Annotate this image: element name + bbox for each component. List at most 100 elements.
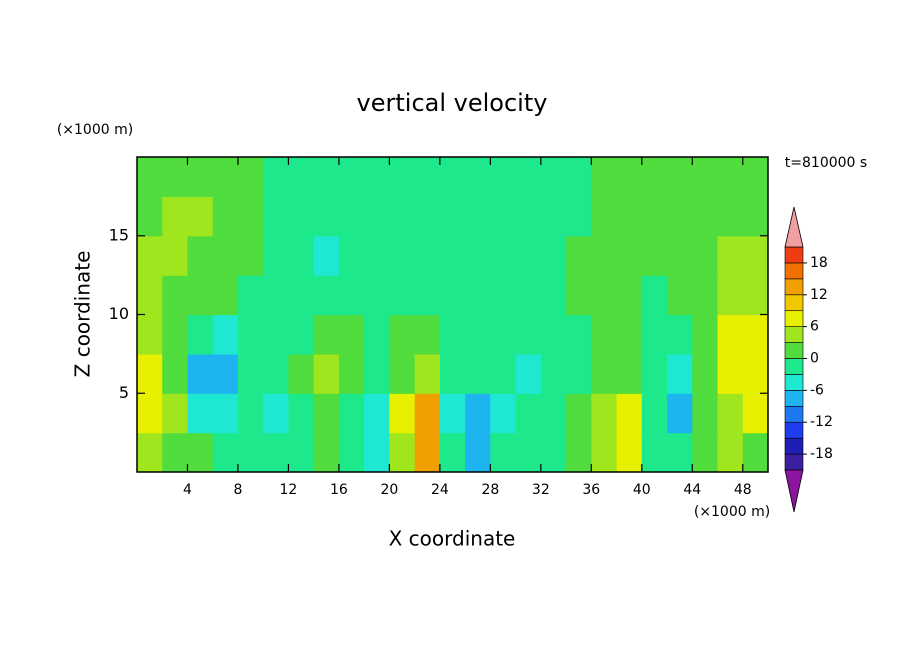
contour-cell bbox=[237, 393, 264, 434]
contour-cell bbox=[717, 235, 744, 276]
contour-cell bbox=[566, 432, 592, 472]
contour-cell bbox=[641, 393, 668, 434]
contour-cell bbox=[641, 275, 668, 316]
contour-cell bbox=[490, 196, 517, 237]
contour-cell bbox=[465, 196, 491, 237]
y-tick-label: 5 bbox=[119, 383, 129, 402]
x-tick-label: 20 bbox=[380, 482, 398, 498]
contour-cell bbox=[591, 393, 618, 434]
contour-cell bbox=[667, 393, 693, 434]
contour-cell bbox=[364, 353, 390, 394]
contour-cell bbox=[364, 314, 390, 355]
contour-cell bbox=[742, 314, 768, 355]
colorbar-tick-label: -12 bbox=[810, 414, 833, 430]
contour-cell bbox=[237, 432, 264, 472]
x-tick-label: 16 bbox=[330, 482, 348, 498]
contour-cell bbox=[212, 314, 239, 355]
contour-cell bbox=[540, 157, 567, 197]
contour-cell bbox=[667, 275, 693, 316]
contour-cell bbox=[566, 275, 592, 316]
x-unit: (×1000 m) bbox=[694, 504, 770, 520]
colorbar-arrow-low bbox=[784, 469, 804, 513]
contour-cell bbox=[439, 235, 466, 276]
contour-cell bbox=[313, 393, 340, 434]
contour-cell bbox=[566, 353, 592, 394]
contour-cell bbox=[187, 393, 214, 434]
contour-cell bbox=[389, 314, 416, 355]
contour-cell bbox=[692, 432, 719, 472]
contour-field bbox=[137, 157, 768, 472]
contour-cell bbox=[439, 432, 466, 472]
contour-cell bbox=[515, 196, 542, 237]
colorbar-band bbox=[784, 262, 804, 280]
contour-cell bbox=[465, 275, 491, 316]
contour-cell bbox=[212, 353, 239, 394]
contour-cell bbox=[414, 393, 441, 434]
contour-cell bbox=[212, 157, 239, 197]
contour-cell bbox=[263, 196, 290, 237]
contour-cell bbox=[692, 353, 719, 394]
contour-cell bbox=[414, 157, 441, 197]
colorbar-tick-label: -18 bbox=[810, 446, 833, 462]
contour-cell bbox=[263, 393, 290, 434]
contour-cell bbox=[515, 353, 542, 394]
contour-cell bbox=[137, 432, 163, 472]
contour-cell bbox=[742, 157, 768, 197]
contour-cell bbox=[212, 432, 239, 472]
contour-cell bbox=[616, 196, 643, 237]
contour-cell bbox=[717, 157, 744, 197]
contour-cell bbox=[364, 196, 390, 237]
contour-cell bbox=[616, 353, 643, 394]
colorbar-band bbox=[784, 294, 804, 312]
contour-cell bbox=[742, 196, 768, 237]
contour-cell bbox=[692, 196, 719, 237]
contour-cell bbox=[616, 393, 643, 434]
contour-cell bbox=[237, 275, 264, 316]
contour-cell bbox=[137, 393, 163, 434]
contour-cell bbox=[515, 393, 542, 434]
contour-cell bbox=[540, 235, 567, 276]
contour-cell bbox=[742, 353, 768, 394]
contour-cell bbox=[162, 157, 189, 197]
contour-cell bbox=[667, 196, 693, 237]
contour-cell bbox=[692, 314, 719, 355]
contour-cell bbox=[465, 432, 491, 472]
contour-cell bbox=[742, 393, 768, 434]
colorbar-tick-label: 6 bbox=[810, 319, 819, 335]
contour-cell bbox=[288, 353, 315, 394]
contour-cell bbox=[515, 314, 542, 355]
contour-cell bbox=[237, 196, 264, 237]
contour-cell bbox=[288, 393, 315, 434]
contour-cell bbox=[263, 275, 290, 316]
x-tick-label: 36 bbox=[582, 482, 600, 498]
contour-cell bbox=[364, 235, 390, 276]
chart-title: vertical velocity bbox=[357, 89, 548, 117]
colorbar-band bbox=[784, 390, 804, 407]
contour-cell bbox=[414, 353, 441, 394]
x-axis-label: X coordinate bbox=[389, 527, 516, 551]
x-tick-label: 4 bbox=[183, 482, 192, 498]
contour-cell bbox=[288, 235, 315, 276]
contour-cell bbox=[263, 314, 290, 355]
contour-cell bbox=[137, 157, 163, 197]
contour-cell bbox=[591, 157, 618, 197]
contour-cell bbox=[313, 314, 340, 355]
x-tick-label: 48 bbox=[734, 482, 752, 498]
contour-cell bbox=[187, 432, 214, 472]
contour-cell bbox=[338, 196, 365, 237]
contour-cell bbox=[490, 314, 517, 355]
contour-cell bbox=[465, 353, 491, 394]
contour-cell bbox=[263, 157, 290, 197]
contour-cell bbox=[641, 314, 668, 355]
contour-cell bbox=[389, 275, 416, 316]
contour-cell bbox=[692, 393, 719, 434]
contour-cell bbox=[137, 275, 163, 316]
contour-cell bbox=[566, 314, 592, 355]
contour-cell bbox=[389, 235, 416, 276]
y-tick-label: 15 bbox=[109, 225, 129, 244]
contour-cell bbox=[313, 196, 340, 237]
contour-cell bbox=[717, 353, 744, 394]
colorbar-band bbox=[784, 453, 804, 471]
contour-cell bbox=[490, 432, 517, 472]
colorbar-band bbox=[784, 278, 804, 296]
